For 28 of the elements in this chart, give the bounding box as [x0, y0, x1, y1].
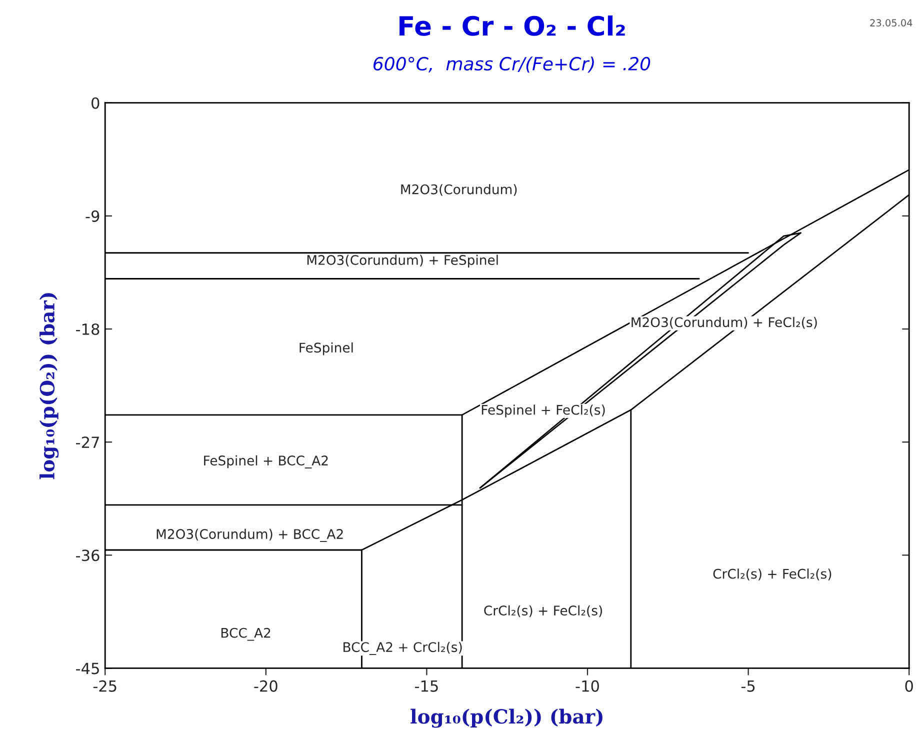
annotation: M2O3(Corundum) — [401, 184, 517, 196]
annotation: BCC_A2 + CrCl₂(s) — [344, 642, 462, 655]
y-tick-label: 0 — [92, 97, 100, 109]
annotation: M2O3(Corundum) + FeSpinel — [307, 254, 498, 268]
annotation: FeSpinel + FeCl₂(s) — [482, 404, 605, 418]
x-tick-label: -10 — [576, 680, 599, 692]
annotation: M2O3(Corundum) + BCC_A2 — [156, 528, 343, 542]
annotation: CrCl₂(s) + FeCl₂(s) — [713, 568, 832, 580]
x-tick-label: 0 — [905, 680, 913, 692]
y-tick-label: -36 — [76, 550, 100, 562]
chart-title: Fe - Cr - O₂ - Cl₂ — [400, 15, 625, 36]
x-tick-label: -20 — [254, 680, 278, 692]
y-tick-label: -9 — [86, 210, 100, 222]
annotation: M2O3(Corundum) + FeCl₂(s) — [632, 316, 817, 329]
annotation: BCC_A2 — [221, 628, 270, 641]
x-tick-label: -25 — [93, 680, 116, 692]
y-tick-label: -27 — [76, 436, 99, 448]
text: 23.05.04 — [870, 19, 912, 26]
annotation: FeSpinel + BCC_A2 — [204, 455, 328, 468]
annotation: FeSpinel — [300, 342, 353, 356]
y-tick-label: -18 — [76, 323, 100, 336]
x-tick-label: -15 — [414, 680, 438, 692]
y-tick-label: -45 — [76, 662, 99, 674]
y-axis-title: log₁₀(p(O₂)) (bar) — [40, 293, 59, 480]
x-tick-label: -5 — [741, 680, 755, 692]
chart-subtitle: 600°C, mass Cr/(Fe+Cr) = .20 — [374, 56, 650, 73]
annotation: CrCl₂(s) + FeCl₂(s) — [484, 605, 602, 618]
x-axis-title: log₁₀(p(Cl₂)) (bar) — [410, 708, 602, 728]
